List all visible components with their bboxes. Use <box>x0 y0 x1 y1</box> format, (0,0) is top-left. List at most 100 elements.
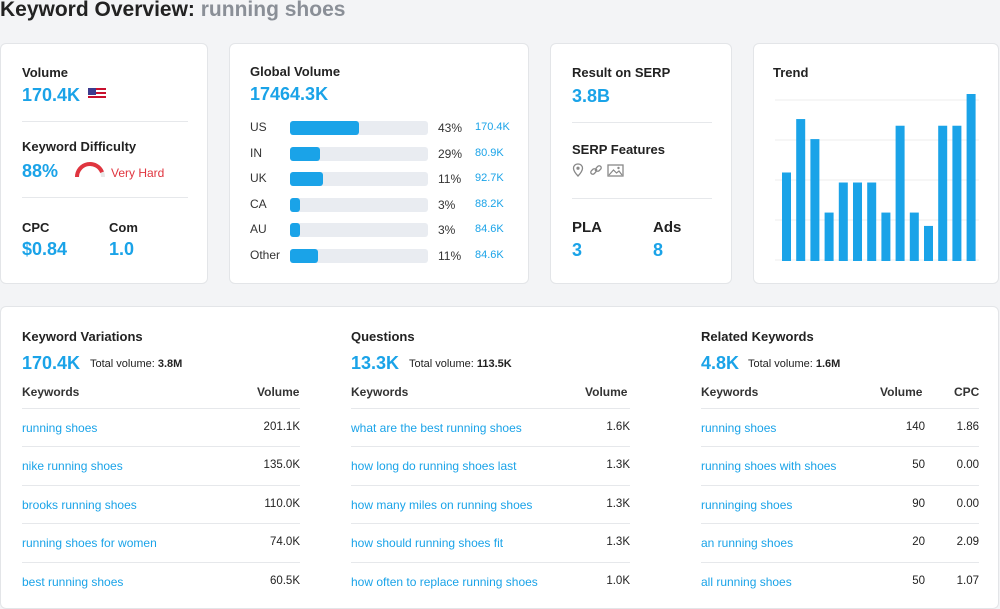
country-volume[interactable]: 88.2K <box>475 197 504 210</box>
variations-col-volume: Volume <box>257 385 300 399</box>
serp-features-icons <box>572 163 624 180</box>
trend-bar <box>909 212 919 261</box>
keyword-link[interactable]: an running shoes <box>701 536 794 551</box>
keyword-tables-card: Keyword Variations 170.4K Total volume: … <box>0 306 999 609</box>
questions-col-keywords: Keywords <box>351 385 409 399</box>
divider <box>22 121 188 122</box>
keyword-link[interactable]: how often to replace running shoes <box>351 574 538 589</box>
trend-card: Trend <box>753 43 999 284</box>
table-row: running shoes with shoes 50 0.00 <box>701 446 979 484</box>
country-name: CA <box>250 196 267 211</box>
keyword-link[interactable]: running shoes <box>701 421 777 435</box>
country-volume[interactable]: 84.6K <box>475 223 504 235</box>
related-total: Total volume: 1.6M <box>748 358 841 370</box>
volume-cell: 74.0K <box>269 536 300 549</box>
table-row: best running shoes 60.5K <box>22 561 300 600</box>
country-row: CA 3% 88.2K <box>250 196 520 212</box>
variations-col-keywords: Keywords <box>22 385 80 399</box>
trend-label: Trend <box>773 65 809 80</box>
cpc-cell: 1.86 <box>956 421 979 433</box>
questions-title: Questions <box>351 329 415 344</box>
country-name: UK <box>250 171 267 185</box>
com-label: Com <box>109 220 138 235</box>
cpc-cell: 0.00 <box>956 497 979 510</box>
title-keyword: running shoes <box>200 0 346 21</box>
volume-cell: 110.0K <box>264 497 300 510</box>
keyword-link[interactable]: runninging shoes <box>701 497 793 512</box>
cpc-value: $0.84 <box>22 239 68 259</box>
country-name: AU <box>250 222 267 236</box>
result-on-serp-value: 3.8B <box>572 86 611 106</box>
country-row: US 43% 170.4K <box>250 119 520 135</box>
country-volume[interactable]: 84.6K <box>475 248 504 261</box>
kd-value: 88% <box>22 161 59 181</box>
volume-card: Volume 170.4K Keyword Difficulty 88% Ver… <box>0 43 208 284</box>
keyword-link[interactable]: how long do running shoes last <box>351 459 517 474</box>
trend-bar <box>782 172 791 261</box>
serp-card: Result on SERP 3.8B SERP Features PLA 3 … <box>550 43 732 284</box>
table-row: running shoes 201.1K <box>22 408 300 446</box>
cpc-label: CPC <box>22 220 50 235</box>
keyword-link[interactable]: all running shoes <box>701 574 792 589</box>
trend-bar <box>810 139 820 261</box>
table-row: how long do running shoes last 1.3K <box>351 446 630 484</box>
cpc-cell: 2.09 <box>956 536 979 549</box>
country-name: Other <box>250 247 281 262</box>
keyword-link[interactable]: best running shoes <box>22 574 124 589</box>
country-row: Other 11% 84.6K <box>250 247 520 263</box>
keyword-link[interactable]: brooks running shoes <box>22 497 137 512</box>
country-volume[interactable]: 170.4K <box>475 121 510 133</box>
keyword-link[interactable]: nike running shoes <box>22 459 123 474</box>
related-col-volume: Volume <box>880 385 923 399</box>
keyword-link[interactable]: running shoes for women <box>22 536 157 551</box>
trend-bar <box>824 212 834 261</box>
cpc-cell: 1.07 <box>956 574 979 587</box>
volume-cell: 90 <box>912 497 925 510</box>
volume-cell: 1.3K <box>606 459 630 472</box>
country-bar-fill <box>290 223 300 237</box>
trend-bar <box>796 119 806 261</box>
country-bar-track <box>290 146 428 161</box>
country-bar-fill <box>290 172 324 186</box>
country-bar-track <box>290 172 428 186</box>
keyword-link[interactable]: running shoes <box>22 421 98 435</box>
ads-value: 8 <box>653 240 664 260</box>
volume-value: 170.4K <box>22 85 81 105</box>
country-bar-fill <box>290 197 300 212</box>
volume-cell: 135.0K <box>263 459 300 472</box>
table-row: how should running shoes fit 1.3K <box>351 523 630 561</box>
country-volume[interactable]: 92.7K <box>475 172 504 184</box>
table-row: what are the best running shoes 1.6K <box>351 408 630 446</box>
trend-bar <box>938 125 948 261</box>
trend-chart <box>775 94 979 261</box>
table-row: how many miles on running shoes 1.3K <box>351 484 630 523</box>
table-row: running shoes for women 74.0K <box>22 523 300 561</box>
country-percent: 11% <box>438 248 462 263</box>
table-row: how often to replace running shoes 1.0K <box>351 561 630 600</box>
questions-total: Total volume: 113.5K <box>409 358 512 370</box>
volume-label: Volume <box>22 65 68 80</box>
global-volume-label: Global Volume <box>250 64 341 79</box>
keyword-link[interactable]: running shoes with shoes <box>701 459 837 474</box>
country-row: AU 3% 84.6K <box>250 221 520 237</box>
ads-label: Ads <box>653 219 682 236</box>
link-icon <box>589 165 602 175</box>
country-volume[interactable]: 80.9K <box>475 146 504 159</box>
keyword-link[interactable]: how many miles on running shoes <box>351 497 533 512</box>
keyword-link[interactable]: what are the best running shoes <box>351 421 522 435</box>
country-row: IN 29% 80.9K <box>250 145 520 161</box>
table-row: runninging shoes 90 0.00 <box>701 484 979 523</box>
table-row: an running shoes 20 2.09 <box>701 523 979 561</box>
table-row: running shoes 140 1.86 <box>701 408 979 446</box>
kd-label: Keyword Difficulty <box>22 139 137 154</box>
volume-cell: 50 <box>912 459 925 472</box>
country-row: UK 11% 92.7K <box>250 170 520 186</box>
global-volume-card: Global Volume 17464.3K US 43% 170.4K IN 29% 8… <box>229 43 529 284</box>
trend-bar <box>952 125 962 261</box>
keyword-link[interactable]: how should running shoes fit <box>351 536 504 551</box>
pin-icon <box>572 163 584 177</box>
country-percent: 3% <box>438 223 456 237</box>
country-bar-fill <box>290 146 321 161</box>
volume-cell: 1.3K <box>606 536 630 549</box>
country-bar-track <box>290 223 428 237</box>
